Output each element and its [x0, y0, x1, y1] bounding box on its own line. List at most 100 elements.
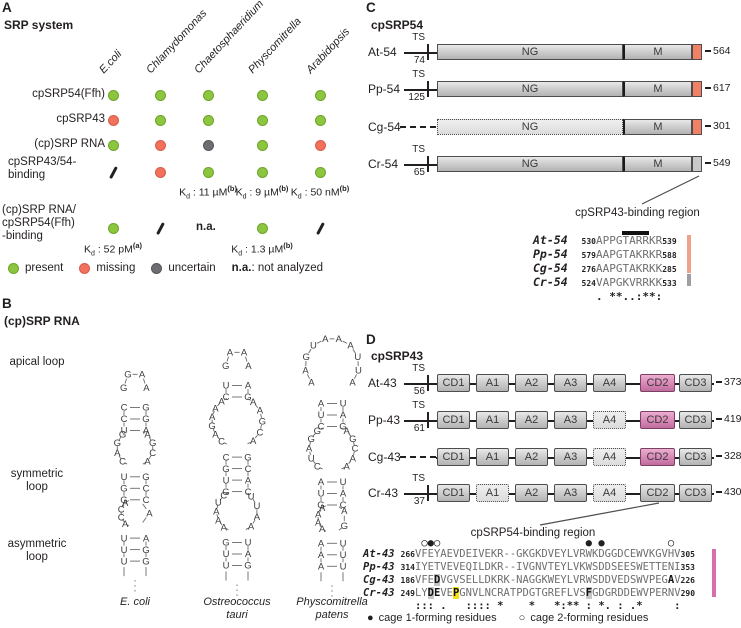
domain-label: A2: [524, 377, 539, 389]
nucleotide: C: [143, 495, 150, 506]
nucleotide: G: [259, 417, 266, 428]
domain-label: CD2: [646, 487, 669, 499]
nucleotide: G: [124, 370, 131, 381]
rna-bond: [226, 356, 229, 362]
alignment-end-number: 285: [662, 265, 677, 274]
domain-box-M: M: [623, 156, 692, 172]
nucleotide: U: [340, 539, 347, 550]
nucleotide: U: [253, 501, 260, 512]
rna-bond: [309, 441, 311, 446]
rna-bond: [124, 378, 127, 384]
protein-length: 373: [716, 376, 741, 388]
domain-label: A2: [524, 451, 539, 463]
nucleotide: A: [212, 403, 219, 414]
rna-bond: [223, 398, 227, 401]
alignment-name: At-54: [533, 233, 568, 247]
domain-box-M: M: [623, 119, 692, 135]
domain-label: A3: [563, 487, 578, 499]
domain-label: A2: [524, 487, 539, 499]
legend-na-rest: : not analyzed: [251, 262, 324, 274]
domain-box-A1: A1: [476, 484, 509, 502]
protein-length: 301: [705, 120, 731, 132]
d0-ts-label: TS: [412, 363, 425, 374]
cage-legend-label: cage 2-forming residues: [530, 612, 649, 624]
rna-bond: [142, 462, 146, 465]
nucleotide: G: [341, 521, 348, 532]
nucleotide: C: [223, 452, 230, 463]
nucleotide: C: [245, 464, 252, 475]
nucleotide: G: [244, 561, 251, 572]
rna-bond: [118, 455, 122, 459]
nucleotide: U: [121, 533, 128, 544]
domain-label: A1: [485, 414, 500, 426]
status-dot-missing: [154, 139, 166, 151]
rna-bond: [254, 434, 259, 439]
nucleotide: G: [244, 452, 251, 463]
nucleotide: A: [308, 378, 315, 389]
nucleotide: A: [144, 457, 151, 468]
domain-box-A2: A2: [515, 411, 548, 429]
d3-ts-label: TS: [412, 473, 425, 484]
domain-box-CD1: CD1: [437, 411, 470, 429]
domain-box-CD3: CD3: [679, 484, 712, 502]
alignment-end-number: 226: [680, 576, 695, 585]
rna-bond: [212, 428, 215, 432]
d0-connector-line: [404, 383, 437, 385]
domain-box-A4: A4: [593, 484, 626, 502]
nucleotide: A: [215, 515, 222, 526]
kd-value: Kd : 52 pM(a): [83, 241, 143, 258]
rna-bond: [354, 374, 357, 379]
nucleotide: G: [339, 422, 346, 433]
rna-bond: [142, 503, 147, 510]
protein-name-Pp-43: Pp-43: [368, 413, 401, 427]
domain-box-A4: A4: [593, 411, 626, 429]
alignment-sequence: AAPGTAKRKR: [596, 248, 663, 261]
alignment-sequence: [596, 226, 649, 239]
domain-box-CD3: CD3: [679, 448, 712, 466]
nucleotide: A: [250, 397, 257, 408]
rna-bond: [148, 436, 152, 441]
nucleotide: U: [121, 556, 128, 567]
nucleotide: U: [121, 426, 128, 437]
domain-label: CD1: [442, 487, 465, 499]
alignment-row-At-54: At-54 530 APPGTARRKR 539: [533, 234, 679, 248]
panel-a-label: A: [2, 0, 12, 15]
nucleotide: A: [218, 396, 225, 407]
domain-box-NG: NG: [437, 44, 623, 60]
nucleotide: C: [314, 461, 321, 472]
nucleotide: A: [340, 489, 347, 500]
domain-label: A3: [563, 377, 578, 389]
alignment-name: Cr-43: [363, 587, 395, 599]
panel-b-label: B: [2, 296, 12, 311]
nucleotide: G: [307, 434, 314, 445]
rna-bond: [216, 514, 219, 518]
alignment-bar-gray: [687, 274, 691, 286]
domain-label: NG: [521, 121, 539, 133]
domain-label: A2: [524, 414, 539, 426]
status-dot-present: [256, 114, 268, 126]
alignment-sequence: IYETVEVEQILDKR--IVGNVTEYLVKWSDDSEESWETTE…: [415, 561, 681, 573]
rna-bond: [142, 517, 147, 523]
domain-box-M: M: [623, 44, 692, 60]
domain-box-A4: A4: [593, 374, 626, 392]
c1-ts-label: TS: [412, 69, 425, 80]
rna-bond: [142, 431, 146, 434]
nucleotide: A: [349, 378, 356, 389]
protein-length: 617: [705, 82, 731, 94]
nucleotide: G: [208, 421, 215, 432]
nucleotide: U: [318, 410, 325, 421]
c3-ts-tick: [427, 156, 429, 172]
alignment-conservation-row: ::: . :::: * * *:** : *. : .* :: [363, 600, 697, 612]
nucleotide: G: [120, 484, 127, 495]
alignment-conservation-row: . **..:**:: [533, 290, 679, 303]
rna-bond: [353, 451, 355, 456]
panel-d-title: cpSRP43: [371, 349, 424, 363]
rna-bond: [312, 433, 316, 437]
legend-item-uncertain: uncertain: [151, 262, 216, 274]
alignment-start-number: 276: [581, 265, 596, 274]
nucleotide: A: [245, 381, 252, 392]
rna-bond: [312, 460, 316, 464]
nucleotide: G: [120, 383, 127, 394]
c1-ts-number: 125: [408, 92, 425, 103]
